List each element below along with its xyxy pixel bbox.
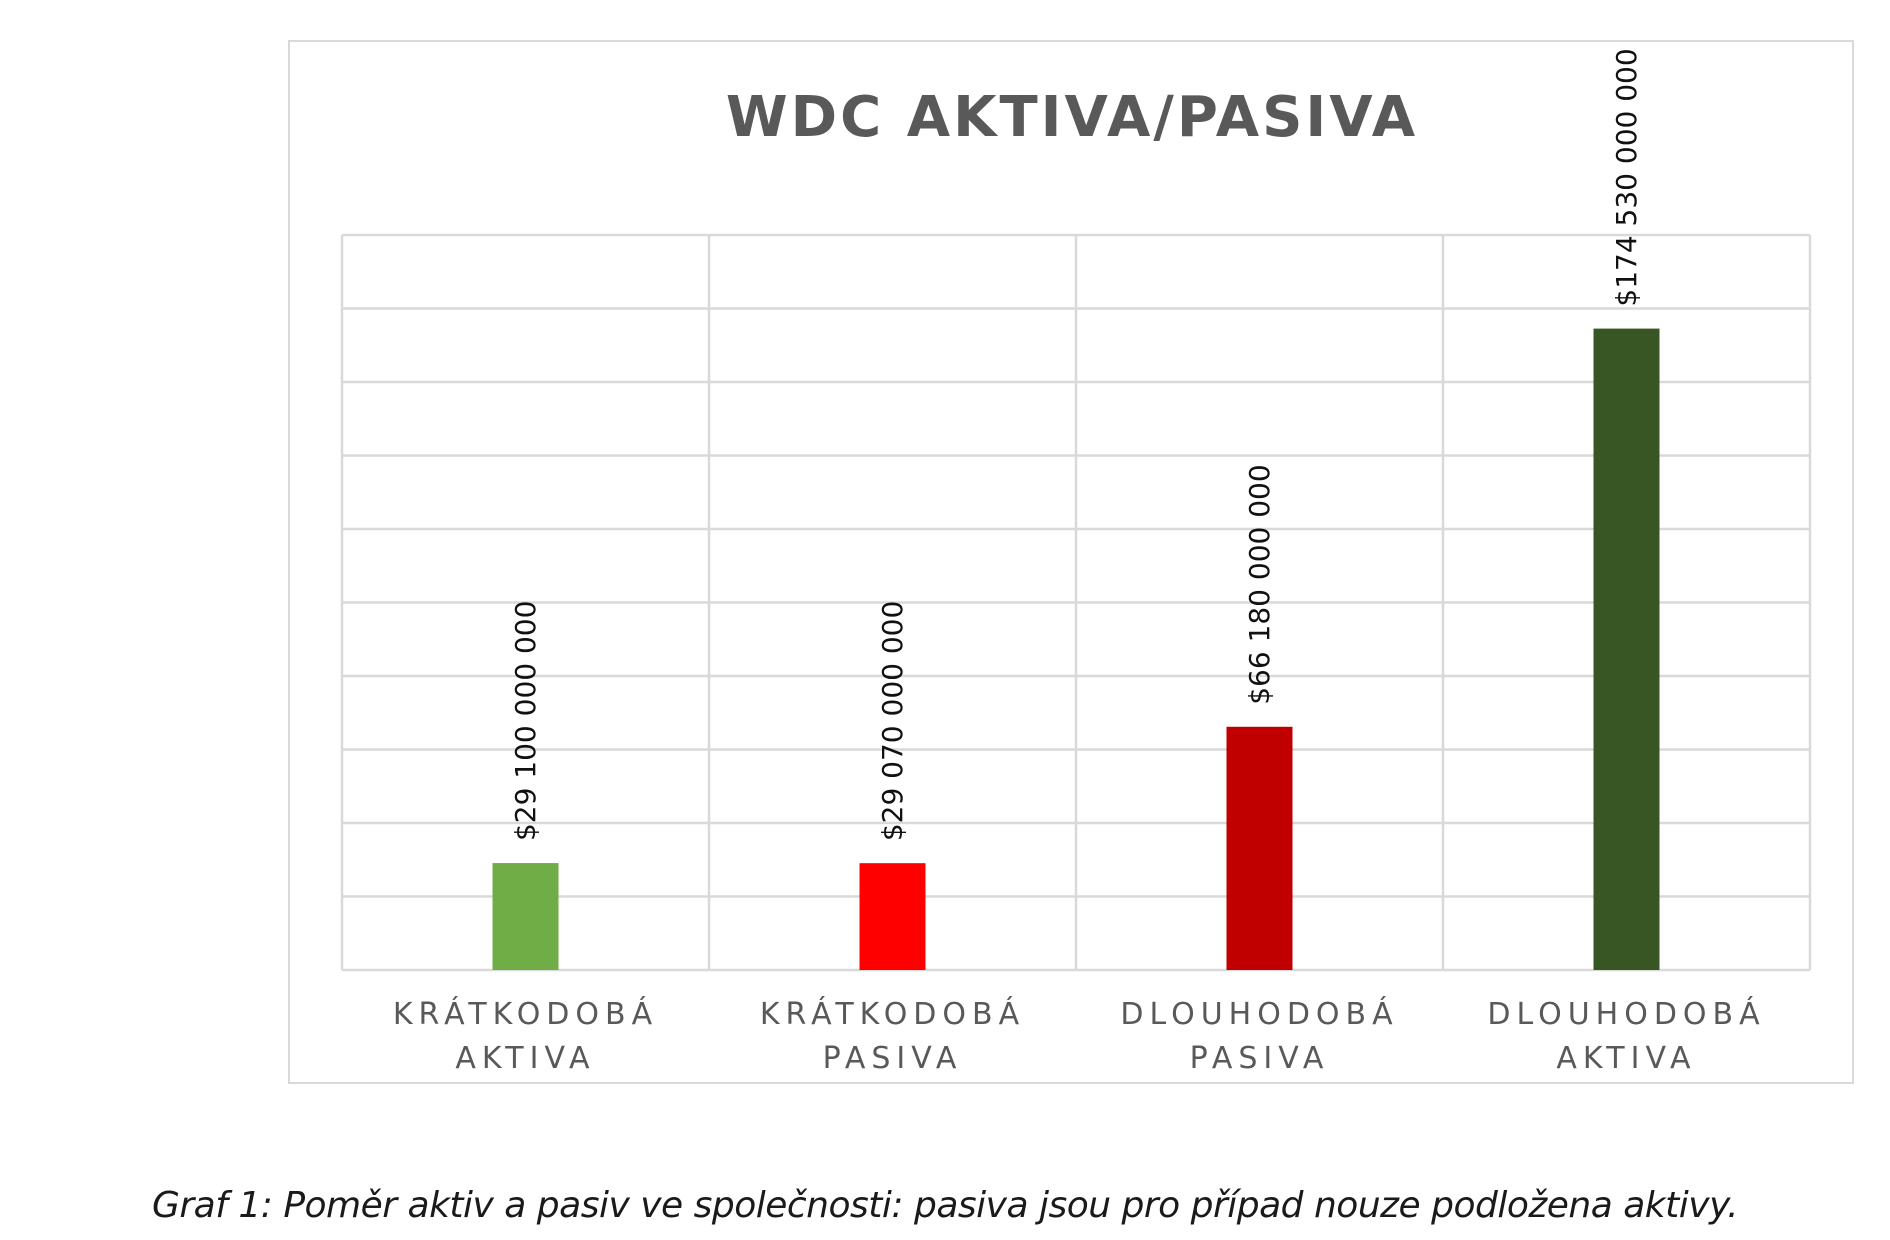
data-labels: $29 100 000 000 $29 070 000 000 $66 180 00… (509, 48, 1643, 841)
category-label: PASIVA (823, 1041, 963, 1076)
bar (859, 863, 926, 970)
bar (1593, 328, 1660, 970)
figure-caption: Graf 1: Poměr aktiv a pasiv ve společnos… (151, 1185, 1739, 1226)
category-label: PASIVA (1190, 1041, 1330, 1076)
data-label: $174 530 000 000 (1610, 48, 1643, 306)
bar-chart: WDC AKTIVA/PASIVA $29 100 000 000 $29 070… (340, 48, 1812, 1076)
category-label: KRÁTKODOBÁ (760, 996, 1025, 1032)
data-label: $66 180 000 000 (1243, 464, 1276, 704)
data-label: $29 100 000 000 (509, 601, 542, 841)
category-label: DLOUHODOBÁ (1487, 996, 1765, 1032)
chart-title: WDC AKTIVA/PASIVA (726, 85, 1418, 150)
data-label: $29 070 000 000 (876, 601, 909, 841)
grid-lines (340, 233, 1812, 972)
category-label: DLOUHODOBÁ (1120, 996, 1398, 1032)
category-labels: KRÁTKODOBÁ AKTIVA KRÁTKODOBÁ PASIVA DLOUHODO… (393, 996, 1765, 1076)
bar (492, 863, 559, 970)
bar (1226, 726, 1293, 970)
category-label: KRÁTKODOBÁ (393, 996, 658, 1032)
category-label: AKTIVA (455, 1041, 595, 1076)
bars (492, 328, 1660, 970)
category-label: AKTIVA (1556, 1041, 1696, 1076)
